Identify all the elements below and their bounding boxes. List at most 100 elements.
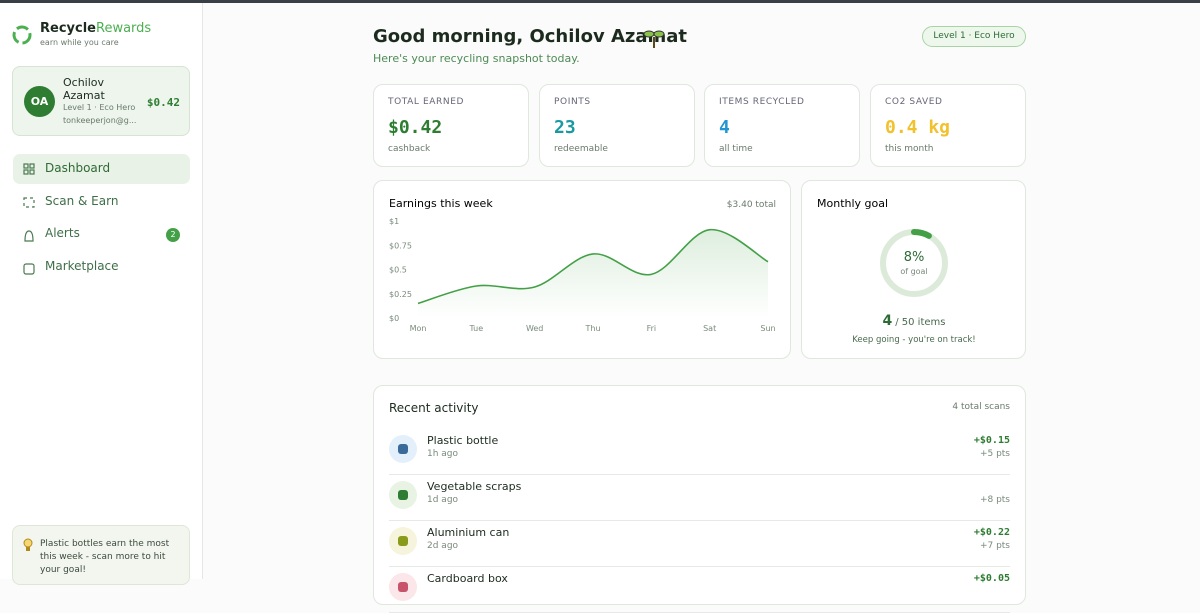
subtitle: Here's your recycling snapshot today. [373, 52, 580, 65]
goal-percent: 8% [904, 250, 925, 265]
line-chart: Earnings this week $3.40 total $0 $0.25 $0.5… [389, 197, 776, 333]
stat-value: 4 [719, 117, 730, 138]
item-points: +7 pts [979, 541, 1010, 551]
chart-title: Monthly goal [817, 197, 888, 210]
x-tick-label: Fri [647, 324, 657, 333]
stat-card: ITEMS RECYCLED 4 all time [704, 84, 860, 167]
ring-progress [880, 229, 948, 297]
item-icon-dot [398, 444, 408, 454]
count-label: / 50 items [895, 317, 945, 328]
item-time: 1h ago [427, 449, 459, 459]
goal-count: 4/ 50 items [882, 313, 945, 329]
x-tick-label: Mon [410, 324, 427, 333]
activity-row[interactable]: Cardboard box +$0.05 [389, 567, 1010, 613]
x-tick-label: Tue [468, 324, 483, 333]
nav-label: Marketplace [45, 259, 119, 273]
line [417, 228, 769, 305]
logo [12, 25, 32, 45]
brand: RecycleRewards [40, 21, 151, 36]
stat-label: CO2 SAVED [885, 97, 943, 107]
tip-text: Plastic bottles earn the most this week … [40, 539, 170, 575]
nav-label: Dashboard [45, 161, 111, 175]
item-time: 1d ago [427, 495, 459, 505]
nav-item[interactable]: Alerts 2 [13, 219, 190, 249]
activity-row[interactable]: Aluminium can 2d ago +$0.22 +7 pts [389, 521, 1010, 567]
y-tick-label: $0 [389, 314, 399, 323]
item-name: Vegetable scraps [427, 480, 522, 493]
item-amount: +$0.22 [973, 527, 1010, 538]
goal-card: Monthly goal 8% of goal 4/ 50 items Keep goi… [801, 180, 1026, 359]
donut-chart: Monthly goal 8% of goal 4/ 50 items Keep goi… [817, 197, 976, 345]
item-name: Aluminium can [427, 526, 510, 539]
profile-balance: $0.42 [146, 96, 180, 109]
nav-badge: 2 [166, 228, 180, 242]
item-amount: +$0.15 [973, 435, 1010, 446]
brand-a: Recycle [40, 21, 96, 36]
chart-title: Earnings this week [389, 197, 493, 210]
nav-item[interactable]: Dashboard [13, 154, 190, 184]
item-name: Plastic bottle [427, 434, 499, 447]
nav-label: Scan & Earn [45, 194, 119, 208]
x-tick-label: Sat [703, 324, 716, 333]
item-icon [389, 573, 417, 601]
profile-level: Level 1 · Eco Hero [63, 103, 136, 112]
count-num: 4 [882, 313, 892, 329]
earnings-card: Earnings this week $3.40 total $0 $0.25 $0.5… [373, 180, 791, 359]
top-bar [0, 0, 1200, 3]
activity-count: 4 total scans [952, 402, 1010, 412]
y-tick-label: $0.25 [389, 290, 412, 299]
greeting: Good morning, Ochilov Azamat [373, 26, 687, 47]
nav-item[interactable]: Scan & Earn [13, 187, 190, 217]
item-points: +8 pts [979, 495, 1010, 505]
stat-value: 23 [554, 117, 576, 138]
stat-label: POINTS [554, 97, 591, 107]
profile-email: tonkeeperjon@g... [63, 116, 137, 125]
nav-item[interactable]: Marketplace [13, 252, 190, 282]
y-tick-label: $0.5 [389, 266, 407, 275]
tagline: earn while you care [40, 38, 119, 47]
stat-card: CO2 SAVED 0.4 kg this month [870, 84, 1026, 167]
x-tick-label: Thu [584, 324, 600, 333]
y-tick-label: $0.75 [389, 241, 412, 250]
level-badge: Level 1 · Eco Hero [922, 26, 1026, 47]
item-time: 2d ago [427, 541, 459, 551]
nav-label: Alerts [45, 226, 80, 240]
y-tick-label: $1 [389, 217, 399, 226]
tip-icon [23, 538, 33, 551]
sidebar: RecycleRewards earn while you care OA Oc… [0, 3, 203, 585]
stat-value: 0.4 kg [885, 117, 951, 138]
goal-caption: of goal [900, 267, 927, 276]
nav-icons [23, 163, 35, 275]
item-icon-dot [398, 536, 408, 546]
goal-note: Keep going - you're on track! [852, 335, 975, 345]
avatar: OA [24, 86, 55, 117]
item-icon-dot [398, 582, 408, 592]
sprout-icon [643, 30, 665, 48]
profile-name: Ochilov Azamat [63, 76, 105, 102]
activity-title: Recent activity [389, 401, 479, 415]
item-icon [389, 481, 417, 509]
item-icon [389, 527, 417, 555]
item-icon-dot [398, 490, 408, 500]
stat-label: TOTAL EARNED [388, 97, 465, 107]
area [418, 229, 768, 318]
activity-row[interactable]: Vegetable scraps 1d ago +8 pts [389, 475, 1010, 521]
tip-card: Plastic bottles earn the most this week … [12, 525, 190, 585]
chart-annotation: $3.40 total [727, 200, 776, 210]
item-icon [389, 435, 417, 463]
stat-card: POINTS 23 redeemable [539, 84, 695, 167]
stat-note: cashback [388, 144, 431, 154]
x-tick-label: Sun [760, 324, 775, 333]
stat-card: TOTAL EARNED $0.42 cashback [373, 84, 529, 167]
stat-note: all time [719, 144, 753, 154]
brand-b: Rewards [96, 21, 152, 36]
activity-card: Recent activity 4 total scans Plastic bo… [373, 385, 1026, 613]
profile-card[interactable]: OA Ochilov Azamat Level 1 · Eco Hero ton… [12, 66, 190, 136]
stat-value: $0.42 [388, 117, 443, 138]
item-points: +5 pts [979, 449, 1010, 459]
activity-row[interactable]: Plastic bottle 1h ago +$0.15 +5 pts [389, 429, 1010, 475]
x-tick-label: Wed [526, 324, 543, 333]
stat-label: ITEMS RECYCLED [719, 97, 805, 107]
stat-note: redeemable [554, 144, 608, 154]
